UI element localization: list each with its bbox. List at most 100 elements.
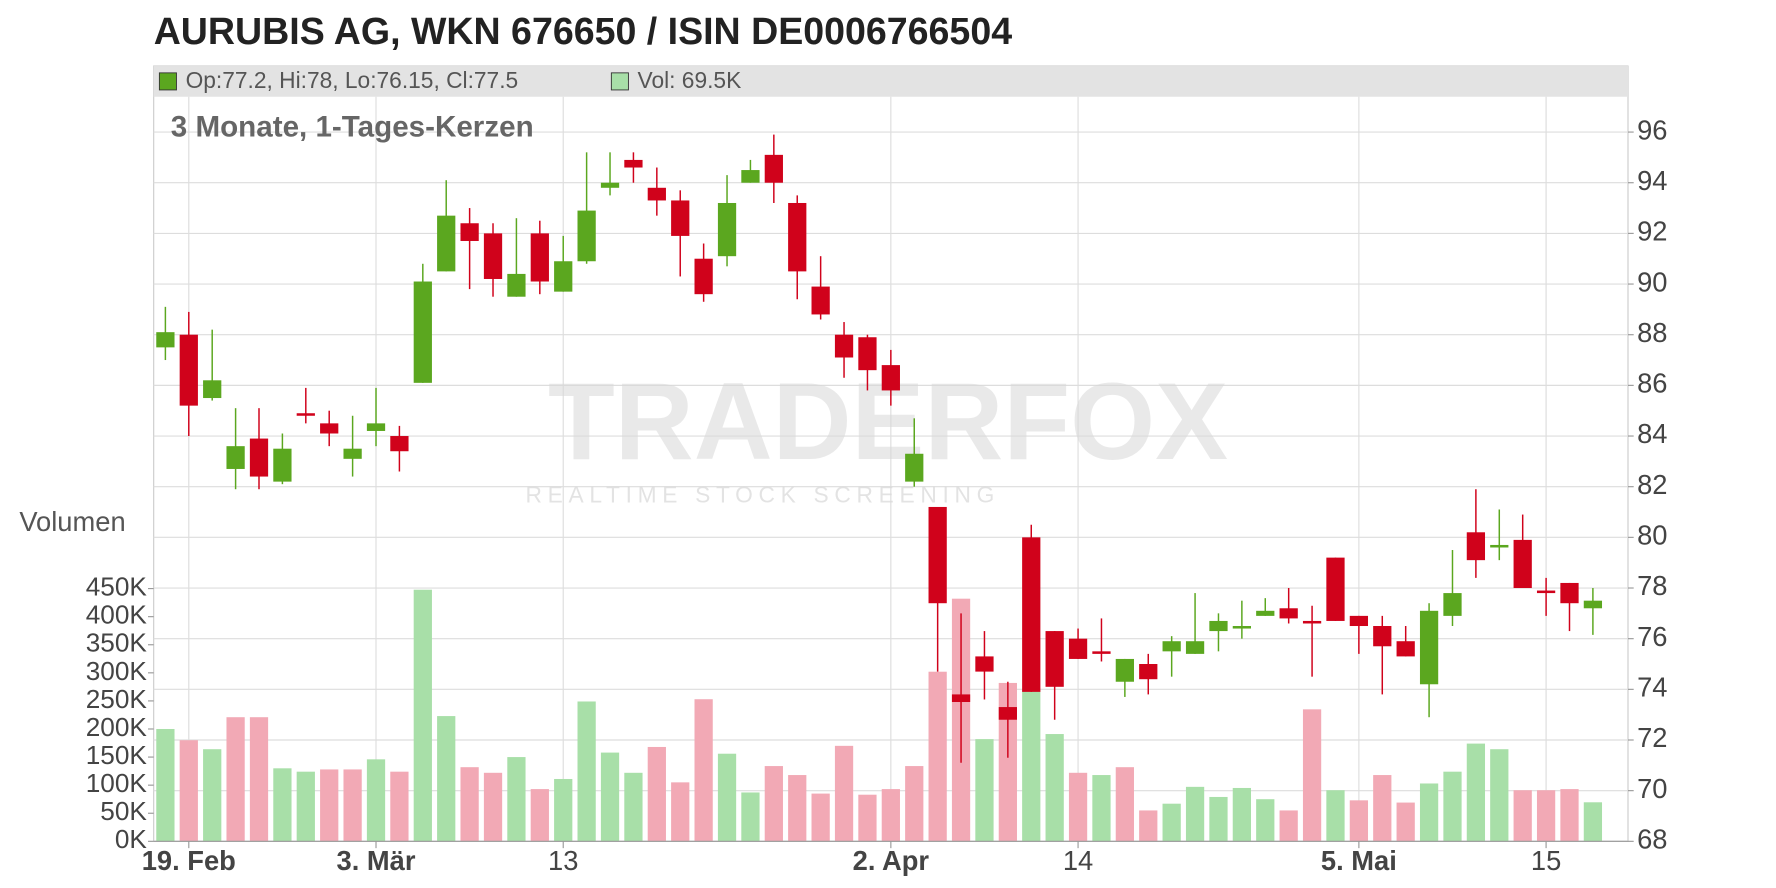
candle-body xyxy=(647,187,666,201)
volume-bar xyxy=(249,717,269,842)
candle-body xyxy=(483,233,503,279)
volume-tick-label: 350K xyxy=(86,628,148,658)
legend-swatch xyxy=(158,72,177,91)
candle-body xyxy=(1092,651,1111,654)
candle-body xyxy=(624,159,643,168)
volume-axis-label: Volumen xyxy=(19,506,125,537)
volume-bar xyxy=(1232,787,1251,842)
candle-body xyxy=(296,413,315,416)
candle-body xyxy=(1209,620,1228,632)
volume-bar xyxy=(717,753,737,842)
candle-body xyxy=(975,656,994,672)
y-tick-label: 76 xyxy=(1637,621,1667,652)
candle-body xyxy=(1022,537,1041,692)
volume-bar xyxy=(413,589,432,842)
y-tick-label: 80 xyxy=(1637,520,1667,551)
y-tick-label: 72 xyxy=(1637,722,1667,753)
candle-body xyxy=(1349,615,1369,627)
candle-body xyxy=(1139,664,1158,680)
volume-bar xyxy=(483,772,503,842)
volume-bar xyxy=(1302,709,1322,842)
volume-bar xyxy=(1068,772,1088,842)
y-tick-label: 84 xyxy=(1637,418,1667,449)
candle-body xyxy=(834,334,854,358)
volume-bar xyxy=(1536,790,1556,842)
candle-body xyxy=(1302,620,1322,624)
volume-bar xyxy=(1583,802,1603,842)
volume-bar xyxy=(203,749,222,842)
candle-body xyxy=(951,694,971,703)
candle-body xyxy=(1162,641,1181,652)
watermark-subtext: REALTIME STOCK SCREENING xyxy=(525,481,1000,507)
candle-body xyxy=(1490,544,1509,548)
volume-bar xyxy=(179,740,198,842)
candle-body xyxy=(179,334,198,406)
volume-tick-label: 0K xyxy=(115,824,148,854)
candle-body xyxy=(998,707,1017,720)
candle-body xyxy=(366,423,386,431)
y-tick-label: 70 xyxy=(1637,773,1667,804)
candle-body xyxy=(226,446,245,469)
volume-bar xyxy=(1162,803,1181,842)
volume-bar xyxy=(320,769,339,842)
y-tick-label: 92 xyxy=(1637,216,1667,247)
volume-tick-label: 300K xyxy=(86,656,148,686)
volume-bar xyxy=(1349,800,1369,842)
legend-bar xyxy=(153,66,1629,97)
candle-body xyxy=(437,215,456,272)
x-tick-label: 13 xyxy=(548,845,578,876)
candle-body xyxy=(1443,593,1462,616)
volume-bar xyxy=(1115,767,1134,842)
candle-body xyxy=(1068,638,1088,659)
candle-body xyxy=(273,448,292,482)
x-tick-label: 3. Mär xyxy=(337,845,416,876)
volume-tick-label: 200K xyxy=(86,712,148,742)
volume-bar xyxy=(156,728,175,842)
candle-body xyxy=(1232,626,1251,629)
volume-bar xyxy=(998,682,1017,842)
volume-bar xyxy=(764,766,783,842)
volume-bar xyxy=(273,768,292,842)
volume-tick-label: 100K xyxy=(86,768,148,798)
volume-bar xyxy=(905,766,924,842)
volume-tick-label: 450K xyxy=(86,572,148,602)
y-tick-label: 68 xyxy=(1637,824,1667,855)
volume-bar xyxy=(834,745,854,842)
candle-body xyxy=(413,281,432,383)
volume-tick-label: 50K xyxy=(100,796,147,826)
volume-bar xyxy=(1326,790,1345,842)
y-tick-label: 86 xyxy=(1637,368,1667,399)
candle-body xyxy=(1536,590,1556,594)
y-tick-label: 88 xyxy=(1637,317,1667,348)
candle-body xyxy=(320,423,339,434)
candle-body xyxy=(717,202,737,257)
candle-body xyxy=(203,380,222,399)
candle-body xyxy=(600,182,620,188)
x-tick-label: 19. Feb xyxy=(142,845,236,876)
volume-bar xyxy=(1209,796,1228,842)
volume-bar xyxy=(1092,775,1111,842)
x-tick-label: 5. Mai xyxy=(1321,845,1397,876)
candle-body xyxy=(1396,641,1415,657)
volume-bar xyxy=(460,767,479,842)
volume-bar xyxy=(1256,799,1275,842)
candle-body xyxy=(905,453,924,482)
volume-bar xyxy=(226,717,245,842)
candle-body xyxy=(460,223,479,241)
candle-body xyxy=(1373,626,1392,647)
volume-bar xyxy=(366,759,386,842)
volume-bar xyxy=(858,794,877,842)
candle-body xyxy=(928,506,947,604)
x-tick-label: 15 xyxy=(1531,845,1561,876)
volume-bar xyxy=(881,789,900,842)
volume-bar xyxy=(1396,802,1415,842)
volume-bar xyxy=(788,775,807,842)
candle-body xyxy=(881,365,900,391)
volume-bar xyxy=(343,769,362,842)
candle-body xyxy=(741,170,760,183)
y-tick-label: 96 xyxy=(1637,114,1667,145)
volume-bar xyxy=(507,757,526,842)
volume-bar xyxy=(437,716,456,842)
legend-label: Op:77.2, Hi:78, Lo:76.15, Cl:77.5 xyxy=(186,67,519,93)
